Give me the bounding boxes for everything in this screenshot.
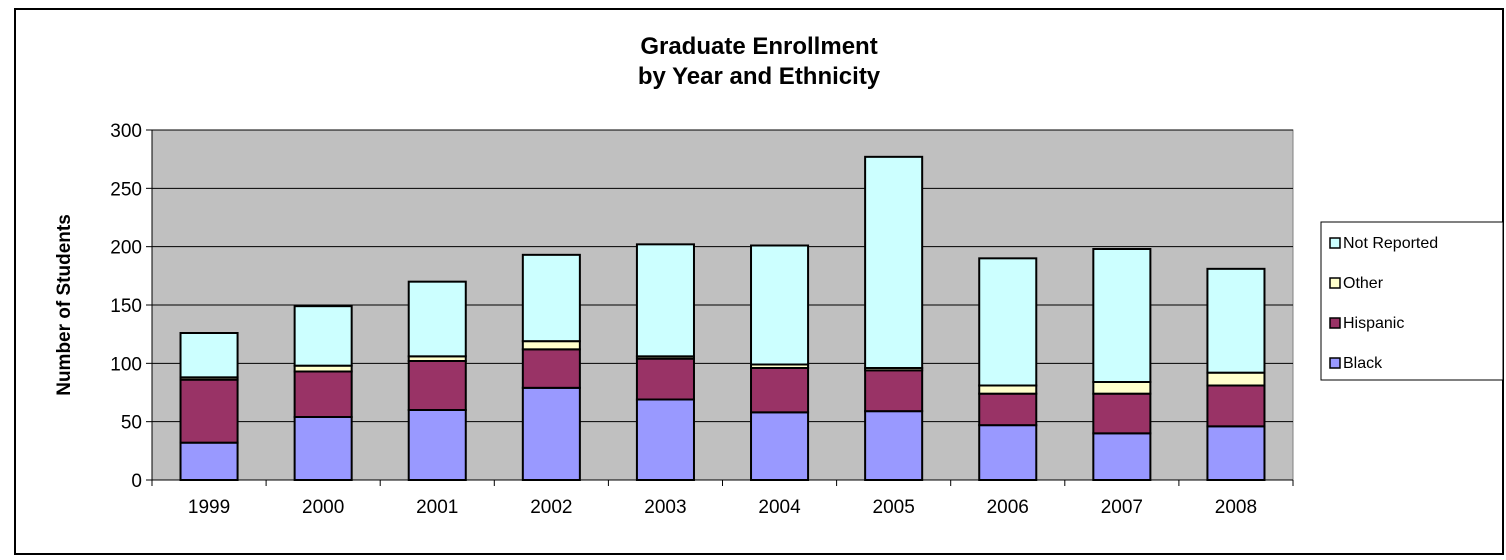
bar-hispanic-2008 bbox=[1206, 384, 1266, 428]
bar-not-reported-2001 bbox=[407, 280, 467, 358]
bar-black-2008 bbox=[1206, 425, 1266, 482]
bar-not-reported-2000 bbox=[293, 305, 353, 367]
y-axis-title: Number of Students bbox=[54, 214, 75, 396]
bar-black-2005 bbox=[864, 410, 924, 481]
legend-swatch bbox=[1329, 357, 1341, 369]
bar-hispanic-2001 bbox=[407, 360, 467, 411]
bar-black-2002 bbox=[521, 386, 581, 482]
bar-not-reported-2005 bbox=[864, 155, 924, 369]
bar-black-2000 bbox=[293, 416, 353, 481]
x-tick-label: 2003 bbox=[644, 497, 686, 518]
bar-not-reported-1999 bbox=[179, 332, 239, 379]
bar-not-reported-2002 bbox=[521, 253, 581, 343]
bar-other-2008 bbox=[1206, 371, 1266, 387]
x-tick-label: 2008 bbox=[1215, 497, 1257, 518]
y-tick-label: 150 bbox=[110, 296, 142, 317]
x-tick-label: 2002 bbox=[530, 497, 572, 518]
bar-black-2001 bbox=[407, 409, 467, 481]
bar-black-2007 bbox=[1092, 432, 1152, 482]
bar-hispanic-2000 bbox=[293, 370, 353, 418]
legend-swatch bbox=[1329, 277, 1341, 289]
legend-label: Hispanic bbox=[1343, 315, 1404, 332]
bar-black-2004 bbox=[750, 411, 810, 482]
bar-other-2002 bbox=[521, 340, 581, 351]
legend-label: Other bbox=[1343, 275, 1384, 292]
bar-hispanic-2005 bbox=[864, 369, 924, 413]
bar-black-2006 bbox=[978, 424, 1038, 481]
bar-hispanic-1999 bbox=[179, 378, 239, 444]
bar-not-reported-2003 bbox=[635, 243, 695, 358]
bar-black-2003 bbox=[635, 398, 695, 481]
y-tick-label: 50 bbox=[121, 413, 142, 434]
bar-not-reported-2008 bbox=[1206, 267, 1266, 374]
bar-not-reported-2004 bbox=[750, 244, 810, 366]
bar-not-reported-2007 bbox=[1092, 248, 1152, 383]
y-tick-label: 250 bbox=[110, 179, 142, 200]
bar-hispanic-2006 bbox=[978, 392, 1038, 427]
legend: Not Reported Other Hispanic Black bbox=[1320, 221, 1504, 381]
x-tick-label: 2005 bbox=[873, 497, 915, 518]
bar-black-1999 bbox=[179, 441, 239, 481]
x-tick-label: 2001 bbox=[416, 497, 458, 518]
plot-area: 0 50 100 150 200 250 300 1999 2000 2001 2002 2003 20… bbox=[110, 121, 1294, 518]
y-tick-label: 100 bbox=[110, 354, 142, 375]
chart-title: Graduate Enrollment bbox=[640, 33, 877, 60]
x-tick-label: 2000 bbox=[302, 497, 344, 518]
y-tick-label: 300 bbox=[110, 121, 142, 142]
legend-swatch bbox=[1329, 317, 1341, 329]
legend-label: Black bbox=[1343, 355, 1383, 372]
y-tick-label: 0 bbox=[131, 471, 142, 492]
bar-other-2007 bbox=[1092, 381, 1152, 395]
bar-not-reported-2006 bbox=[978, 257, 1038, 387]
bar-hispanic-2002 bbox=[521, 348, 581, 389]
bar-hispanic-2003 bbox=[635, 357, 695, 401]
y-tick-label: 200 bbox=[110, 238, 142, 259]
bar-other-2006 bbox=[978, 384, 1038, 395]
legend-swatch bbox=[1329, 237, 1341, 249]
x-tick-label: 2004 bbox=[758, 497, 801, 518]
bar-hispanic-2004 bbox=[750, 367, 810, 414]
legend-box bbox=[1320, 221, 1504, 381]
x-tick-label: 1999 bbox=[188, 497, 230, 518]
bar-hispanic-2007 bbox=[1092, 392, 1152, 435]
x-tick-label: 2007 bbox=[1101, 497, 1143, 518]
x-tick-label: 2006 bbox=[987, 497, 1029, 518]
legend-label: Not Reported bbox=[1343, 235, 1438, 252]
chart-subtitle: by Year and Ethnicity bbox=[638, 63, 881, 90]
